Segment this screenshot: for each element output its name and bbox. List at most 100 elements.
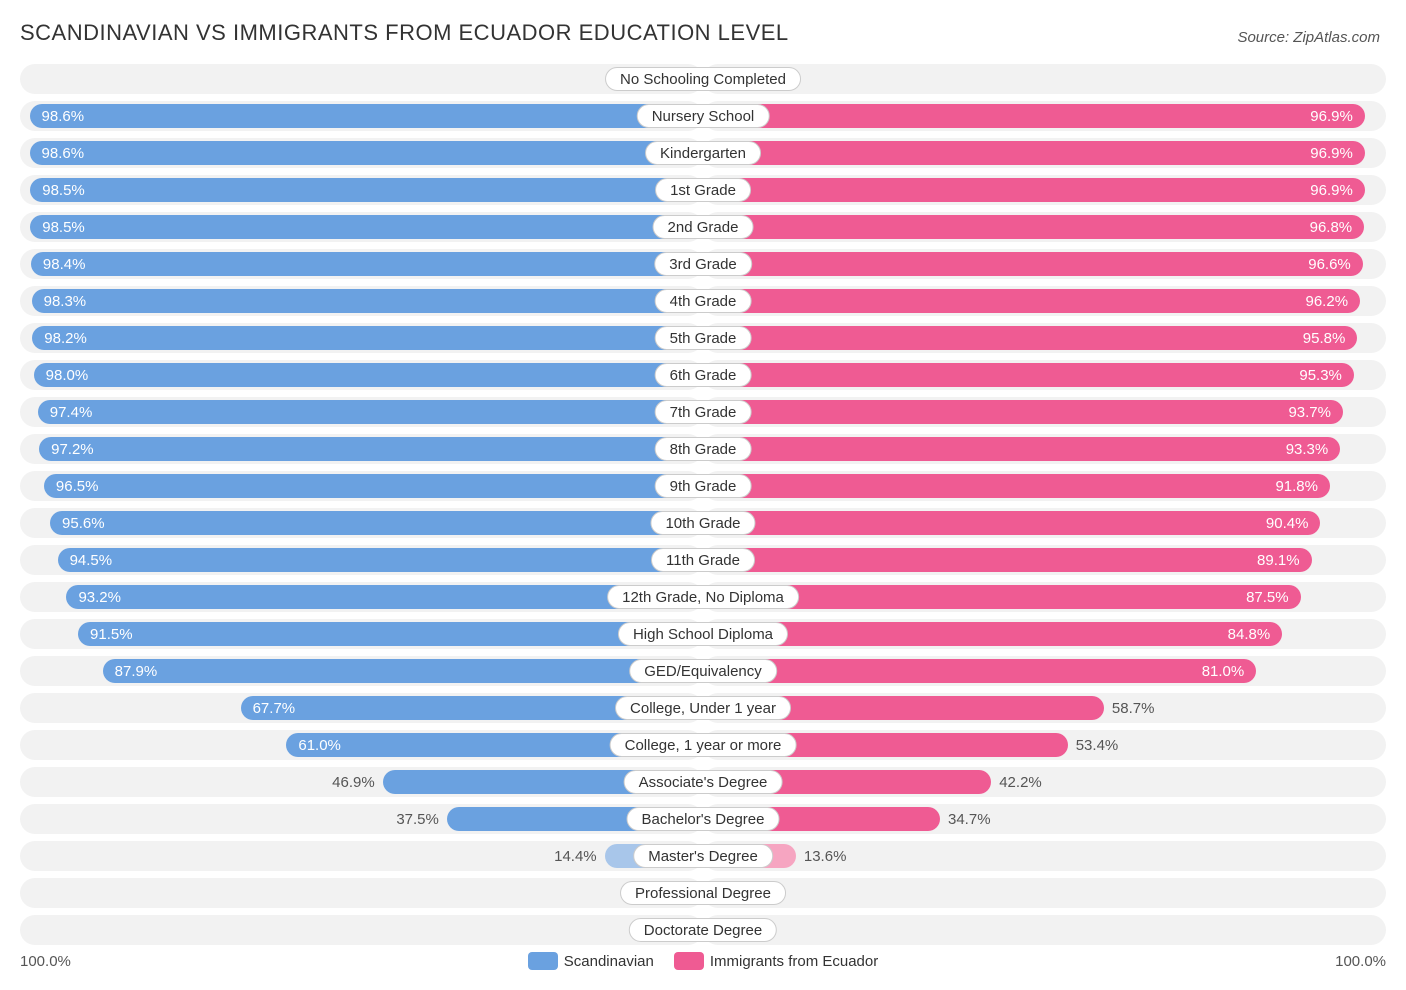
value-right: 58.7% [1112, 693, 1155, 723]
category-pill: 2nd Grade [653, 215, 754, 239]
bar-left [31, 252, 703, 276]
value-right: 95.3% [1299, 360, 1342, 390]
category-pill: Kindergarten [645, 141, 761, 165]
bar-left [30, 178, 703, 202]
category-pill: 5th Grade [655, 326, 752, 350]
value-left: 96.5% [56, 471, 99, 501]
axis-left-end: 100.0% [20, 953, 71, 970]
legend-item-right: Immigrants from Ecuador [674, 952, 878, 970]
bar-left [39, 437, 703, 461]
category-pill: 3rd Grade [654, 252, 752, 276]
legend-label-right: Immigrants from Ecuador [710, 953, 878, 970]
bar-right [703, 622, 1282, 646]
value-right: 95.8% [1303, 323, 1346, 353]
value-left: 67.7% [253, 693, 296, 723]
chart-row: 98.3%96.2%4th Grade [20, 286, 1386, 316]
bar-right [703, 252, 1363, 276]
legend-swatch-right [674, 952, 704, 970]
category-pill: 8th Grade [655, 437, 752, 461]
value-left: 14.4% [554, 841, 597, 871]
bar-right [703, 511, 1320, 535]
axis-right-end: 100.0% [1335, 953, 1386, 970]
category-pill: 6th Grade [655, 363, 752, 387]
chart-source: Source: ZipAtlas.com [1237, 29, 1386, 46]
chart-row: 4.2%3.8%Professional Degree [20, 878, 1386, 908]
chart-row: 98.6% 96.9% Kindergarten [20, 138, 1386, 168]
value-right: 93.3% [1286, 434, 1329, 464]
category-pill: 9th Grade [655, 474, 752, 498]
value-right: 84.8% [1228, 619, 1271, 649]
value-right: 96.2% [1306, 286, 1349, 316]
chart-row: 93.2%87.5%12th Grade, No Diploma [20, 582, 1386, 612]
chart-row: 1.5%3.1%No Schooling Completed [20, 64, 1386, 94]
chart-row: 98.0% 95.3% 6th Grade [20, 360, 1386, 390]
chart-row: 91.5% 84.8% High School Diploma [20, 619, 1386, 649]
bar-right [703, 659, 1256, 683]
value-left: 98.0% [46, 360, 89, 390]
value-left: 91.5% [90, 619, 133, 649]
bar-left [32, 326, 703, 350]
category-pill: Bachelor's Degree [627, 807, 780, 831]
value-left: 46.9% [332, 767, 375, 797]
value-right: 91.8% [1275, 471, 1318, 501]
value-left: 98.2% [44, 323, 87, 353]
bar-left [34, 363, 703, 387]
bar-right [703, 548, 1312, 572]
track-right [703, 915, 1386, 945]
category-pill: 12th Grade, No Diploma [607, 585, 799, 609]
track-left [20, 64, 703, 94]
category-pill: GED/Equivalency [629, 659, 777, 683]
value-left: 37.5% [396, 804, 439, 834]
chart-row: 61.0% 53.4% College, 1 year or more [20, 730, 1386, 760]
bar-left [30, 141, 703, 165]
bar-left [30, 215, 703, 239]
chart-row: 14.4% 13.6% Master's Degree [20, 841, 1386, 871]
chart-row: 46.9%42.2%Associate's Degree [20, 767, 1386, 797]
bar-right [703, 400, 1343, 424]
category-pill: 7th Grade [655, 400, 752, 424]
legend: Scandinavian Immigrants from Ecuador [528, 952, 878, 970]
chart-title: SCANDINAVIAN VS IMMIGRANTS FROM ECUADOR … [20, 20, 789, 46]
chart-row: 98.6%96.9%Nursery School [20, 101, 1386, 131]
category-pill: Nursery School [637, 104, 770, 128]
value-left: 98.6% [42, 101, 85, 131]
category-pill: High School Diploma [618, 622, 788, 646]
category-pill: No Schooling Completed [605, 67, 801, 91]
bar-left [50, 511, 703, 535]
value-right: 34.7% [948, 804, 991, 834]
value-left: 97.2% [51, 434, 94, 464]
value-left: 87.9% [115, 656, 158, 686]
category-pill: 11th Grade [651, 548, 755, 572]
chart-row: 97.4% 93.7% 7th Grade [20, 397, 1386, 427]
bar-left [58, 548, 703, 572]
category-pill: Master's Degree [633, 844, 773, 868]
value-left: 98.6% [42, 138, 85, 168]
chart-row: 96.5% 91.8% 9th Grade [20, 471, 1386, 501]
category-pill: College, 1 year or more [610, 733, 797, 757]
value-right: 96.9% [1310, 138, 1353, 168]
legend-item-left: Scandinavian [528, 952, 654, 970]
value-left: 61.0% [298, 730, 341, 760]
bar-left [38, 400, 703, 424]
bar-right [703, 104, 1365, 128]
category-pill: Doctorate Degree [629, 918, 777, 942]
value-left: 97.4% [50, 397, 93, 427]
bar-right [703, 474, 1330, 498]
category-pill: College, Under 1 year [615, 696, 791, 720]
chart-row: 67.7% 58.7% College, Under 1 year [20, 693, 1386, 723]
value-right: 13.6% [804, 841, 847, 871]
value-left: 94.5% [70, 545, 113, 575]
value-left: 98.4% [43, 249, 86, 279]
chart-footer: 100.0% Scandinavian Immigrants from Ecua… [20, 952, 1386, 970]
category-pill: 1st Grade [655, 178, 751, 202]
value-right: 87.5% [1246, 582, 1289, 612]
chart-row: 98.2% 95.8% 5th Grade [20, 323, 1386, 353]
value-right: 93.7% [1288, 397, 1331, 427]
legend-swatch-left [528, 952, 558, 970]
value-right: 90.4% [1266, 508, 1309, 538]
bar-right [703, 326, 1357, 350]
chart-row: 98.5%96.8%2nd Grade [20, 212, 1386, 242]
value-right: 53.4% [1076, 730, 1119, 760]
category-pill: Professional Degree [620, 881, 786, 905]
bar-left [30, 104, 703, 128]
